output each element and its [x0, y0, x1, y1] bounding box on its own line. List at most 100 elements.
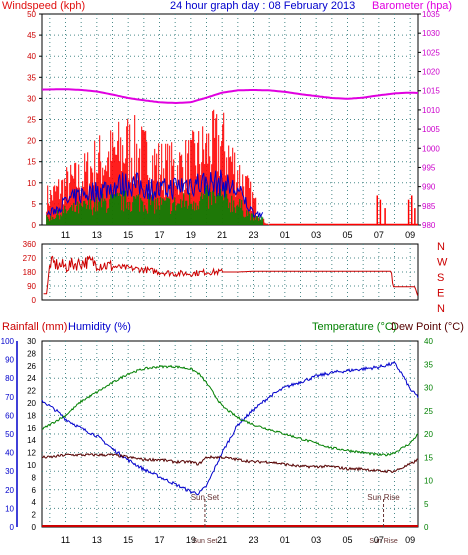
climate-x-tick: 19	[186, 535, 196, 545]
climate-x-tick: 03	[311, 535, 321, 545]
compass-label: S	[437, 272, 444, 284]
wind-x-tick: 23	[248, 230, 258, 240]
wind-y-tick: 20	[27, 137, 36, 146]
wind-y-tick: 0	[32, 221, 37, 230]
humidity-y-tick: 90	[5, 356, 14, 365]
wind-x-tick: 15	[123, 230, 133, 240]
baro-y-tick: 1020	[422, 68, 440, 77]
direction-y-tick: 0	[32, 296, 37, 305]
sun-marker-label: Sun Rise	[367, 493, 400, 502]
rain-y-tick: 4	[32, 498, 37, 507]
baro-y-tick: 1000	[422, 144, 440, 153]
wind-y-tick: 35	[27, 73, 36, 82]
wind-y-tick: 50	[27, 10, 36, 19]
wind-y-tick: 15	[27, 158, 36, 167]
humidity-y-tick: 30	[5, 467, 14, 476]
sun-marker-label: Sun Set	[191, 493, 220, 502]
temperature-line	[41, 364, 419, 457]
wind-gust-line	[46, 169, 264, 219]
rain-y-tick: 8	[32, 473, 37, 482]
wind-x-tick: 03	[311, 230, 321, 240]
climate-x-tick: 09	[405, 535, 415, 545]
rain-y-tick: 18	[27, 411, 36, 420]
humidity-y-tick: 80	[5, 374, 14, 383]
rain-y-tick: 14	[27, 436, 36, 445]
direction-y-tick: 360	[23, 240, 37, 249]
rain-y-tick: 20	[27, 399, 36, 408]
baro-y-tick: 1035	[422, 10, 440, 19]
wind-x-tick: 05	[342, 230, 352, 240]
wind-y-tick: 45	[27, 31, 36, 40]
graph-title: 24 hour graph day : 08 February 2013	[170, 0, 355, 12]
barometer-label: Barometer (hpa)	[372, 0, 452, 12]
humidity-y-tick: 60	[5, 411, 14, 420]
rain-y-tick: 24	[27, 374, 36, 383]
rain-y-tick: 16	[27, 424, 36, 433]
wind-y-tick: 5	[32, 200, 37, 209]
rain-y-tick: 6	[32, 486, 37, 495]
wind-y-tick: 10	[27, 179, 36, 188]
direction-y-tick: 90	[27, 282, 36, 291]
wind-x-tick: 13	[92, 230, 102, 240]
climate-x-tick: 07	[374, 535, 384, 545]
baro-y-tick: 985	[422, 202, 436, 211]
temp-y-tick: 30	[424, 384, 433, 393]
baro-y-tick: 1015	[422, 87, 440, 96]
baro-y-tick: 1010	[422, 106, 440, 115]
rain-y-tick: 22	[27, 387, 36, 396]
dewpoint-label: Dew Point (°C)	[391, 321, 464, 333]
humidity-label: Humidity (%)	[68, 321, 131, 333]
wind-x-tick: 11	[61, 230, 70, 240]
temperature-label: Temperature (°C)	[312, 321, 396, 333]
compass-label: W	[437, 257, 448, 269]
temp-y-tick: 25	[424, 407, 433, 416]
temp-y-tick: 10	[424, 477, 433, 486]
climate-x-tick: 05	[342, 535, 352, 545]
rainfall-label: Rainfall (mm)	[2, 321, 67, 333]
dewpoint-line	[41, 452, 419, 474]
wind-x-tick: 21	[217, 230, 227, 240]
baro-y-tick: 1030	[422, 29, 440, 38]
climate-x-tick: 21	[217, 535, 227, 545]
wind-x-tick: 17	[154, 230, 164, 240]
wind-y-tick: 25	[27, 116, 36, 125]
temp-y-tick: 5	[424, 500, 429, 509]
direction-line	[43, 255, 419, 296]
wind-x-tick: 09	[405, 230, 415, 240]
humidity-y-tick: 0	[10, 523, 15, 532]
temp-y-tick: 20	[424, 430, 433, 439]
rain-y-tick: 10	[27, 461, 36, 470]
rain-y-tick: 28	[27, 349, 36, 358]
baro-y-tick: 995	[422, 163, 436, 172]
compass-label: E	[437, 288, 444, 300]
wind-x-tick: 01	[280, 230, 290, 240]
humidity-line	[41, 361, 419, 496]
baro-y-tick: 1005	[422, 125, 440, 134]
rain-y-tick: 26	[27, 362, 36, 371]
climate-x-tick: 13	[92, 535, 102, 545]
barometer-line	[41, 88, 419, 105]
climate-x-tick: 17	[154, 535, 164, 545]
temp-y-tick: 35	[424, 360, 433, 369]
humidity-y-tick: 20	[5, 486, 14, 495]
wind-x-tick: 07	[374, 230, 384, 240]
baro-y-tick: 990	[422, 183, 436, 192]
humidity-y-tick: 10	[5, 504, 14, 513]
humidity-y-tick: 50	[5, 430, 14, 439]
sun-marker-label-bottom: Sun Rise	[369, 538, 398, 545]
rain-y-tick: 30	[27, 337, 36, 346]
wind-y-tick: 30	[27, 94, 36, 103]
climate-x-tick: 11	[61, 535, 70, 545]
baro-y-tick: 980	[422, 221, 436, 230]
climate-x-tick: 23	[248, 535, 258, 545]
direction-y-tick: 180	[23, 268, 37, 277]
rain-y-tick: 2	[32, 511, 37, 520]
wind-bars	[46, 109, 416, 225]
humidity-y-tick: 100	[1, 337, 15, 346]
baro-y-tick: 1025	[422, 48, 440, 57]
sun-marker-label-bottom: Sun Set	[192, 538, 217, 545]
climate-x-tick: 01	[280, 535, 290, 545]
climate-x-tick: 15	[123, 535, 133, 545]
